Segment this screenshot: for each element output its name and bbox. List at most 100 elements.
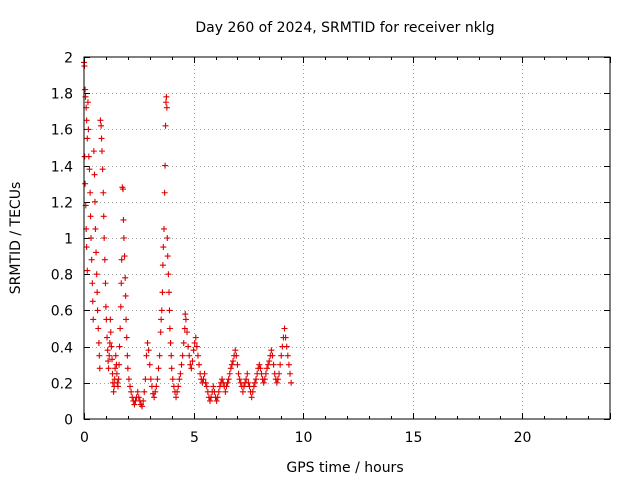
data-point: [232, 347, 239, 354]
data-point: [110, 388, 117, 395]
data-point: [121, 253, 128, 260]
data-point: [101, 235, 108, 241]
data-point: [203, 383, 210, 390]
data-point: [98, 135, 105, 142]
data-point: [82, 93, 89, 100]
data-point: [235, 370, 242, 377]
data-point: [92, 225, 99, 232]
data-point: [184, 329, 191, 336]
x-tick-label: 0: [80, 430, 89, 446]
data-point: [249, 388, 256, 395]
data-points: [81, 59, 295, 410]
data-point: [182, 311, 189, 318]
data-point: [245, 379, 252, 386]
data-point: [287, 370, 294, 377]
data-point: [168, 365, 175, 372]
data-point: [104, 334, 111, 341]
data-point: [230, 358, 237, 365]
data-point: [123, 334, 130, 341]
data-point: [84, 135, 91, 142]
data-point: [194, 352, 201, 359]
data-point: [122, 274, 129, 281]
data-point: [164, 253, 171, 260]
data-point: [210, 383, 217, 390]
data-point: [83, 244, 90, 251]
data-point: [188, 365, 195, 372]
x-tick-labels: 0 5 10 15 20: [80, 430, 531, 446]
data-point: [91, 198, 98, 205]
data-point: [105, 365, 112, 372]
data-point: [102, 280, 109, 287]
data-point: [228, 361, 235, 368]
data-point: [215, 388, 222, 395]
data-point: [152, 388, 159, 395]
data-point: [174, 388, 181, 395]
y-tick-label: 0: [64, 413, 73, 429]
data-point: [285, 361, 292, 368]
data-point: [141, 388, 148, 395]
data-point: [93, 249, 100, 256]
x-axis-label: GPS time / hours: [286, 460, 403, 476]
data-point: [131, 401, 138, 408]
data-point: [134, 388, 141, 395]
data-point: [226, 370, 233, 377]
data-point: [202, 379, 209, 386]
data-point: [240, 383, 247, 390]
data-point: [224, 379, 231, 386]
data-point: [227, 365, 234, 372]
data-point: [157, 329, 164, 336]
data-point: [98, 122, 105, 129]
data-point: [118, 280, 125, 287]
data-point: [142, 376, 149, 383]
data-point: [128, 388, 135, 395]
data-point: [182, 316, 189, 323]
data-point: [112, 352, 119, 359]
data-point: [101, 256, 108, 263]
data-point: [162, 99, 169, 106]
data-point: [277, 361, 284, 368]
data-point: [90, 316, 97, 323]
data-point: [83, 117, 90, 124]
data-point: [105, 358, 112, 365]
grid-lines: [84, 57, 610, 419]
data-point: [96, 365, 103, 372]
y-tick-labels: 0 0.2 0.4 0.6 0.8 1 1.2 1.4 1.6 1.8 2: [51, 51, 73, 429]
data-point: [108, 343, 115, 350]
data-point: [143, 352, 150, 359]
y-tick-label: 2: [64, 51, 73, 67]
data-point: [116, 343, 123, 350]
data-point: [201, 370, 208, 377]
data-point: [177, 370, 184, 377]
data-point: [144, 339, 151, 346]
data-point: [178, 361, 185, 368]
data-point: [269, 352, 276, 359]
data-point: [98, 148, 105, 155]
data-point: [123, 316, 130, 323]
data-point: [166, 289, 173, 296]
x-tick-label: 20: [514, 430, 532, 446]
data-point: [266, 358, 273, 365]
data-point: [107, 316, 114, 323]
y-tick-label: 1.8: [51, 87, 73, 103]
data-point: [117, 303, 124, 310]
data-point: [260, 379, 267, 386]
data-point: [159, 262, 166, 269]
data-point: [270, 361, 277, 368]
data-point: [165, 271, 172, 278]
data-point: [196, 361, 203, 368]
data-point: [264, 365, 271, 372]
data-point: [120, 235, 127, 241]
data-point: [163, 93, 170, 100]
data-point: [124, 352, 131, 359]
data-point: [159, 289, 166, 296]
data-point: [120, 216, 127, 223]
data-point: [140, 397, 147, 404]
data-point: [162, 162, 169, 169]
y-tick-label: 0.8: [51, 268, 73, 284]
data-point: [166, 325, 173, 332]
data-point: [82, 180, 89, 187]
data-point: [84, 267, 91, 274]
data-point: [278, 352, 285, 359]
data-point: [153, 383, 160, 390]
